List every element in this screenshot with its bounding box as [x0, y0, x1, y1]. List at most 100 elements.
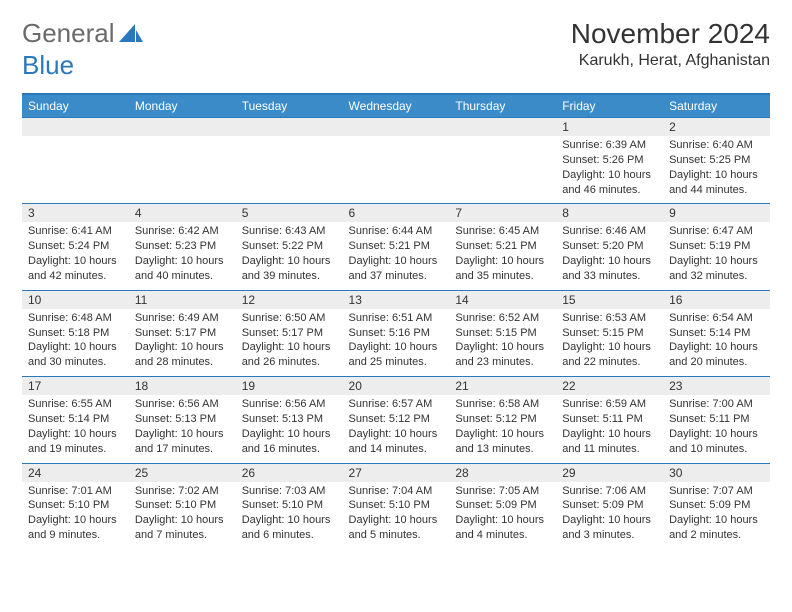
calendar-cell: 30Sunrise: 7:07 AMSunset: 5:09 PMDayligh…: [663, 463, 770, 549]
sunset-line: Sunset: 5:10 PM: [28, 498, 123, 513]
day-number: 19: [236, 377, 343, 395]
daylight-line: Daylight: 10 hours and 33 minutes.: [562, 254, 657, 284]
sunset-line: Sunset: 5:09 PM: [669, 498, 764, 513]
calendar-row: 10Sunrise: 6:48 AMSunset: 5:18 PMDayligh…: [22, 290, 770, 376]
day-content: Sunrise: 6:43 AMSunset: 5:22 PMDaylight:…: [236, 222, 343, 289]
day-number: 8: [556, 204, 663, 222]
calendar-cell: 19Sunrise: 6:56 AMSunset: 5:13 PMDayligh…: [236, 377, 343, 463]
sunrise-line: Sunrise: 7:01 AM: [28, 484, 123, 499]
daylight-line: Daylight: 10 hours and 6 minutes.: [242, 513, 337, 543]
daylight-line: Daylight: 10 hours and 44 minutes.: [669, 168, 764, 198]
daylight-line: Daylight: 10 hours and 39 minutes.: [242, 254, 337, 284]
day-content: Sunrise: 6:55 AMSunset: 5:14 PMDaylight:…: [22, 395, 129, 462]
day-number-empty: [343, 118, 450, 136]
weekday-header: Tuesday: [236, 95, 343, 118]
sunrise-line: Sunrise: 6:51 AM: [349, 311, 444, 326]
sunset-line: Sunset: 5:11 PM: [669, 412, 764, 427]
day-number: 7: [449, 204, 556, 222]
sunset-line: Sunset: 5:23 PM: [135, 239, 230, 254]
day-number: 30: [663, 464, 770, 482]
day-number: 1: [556, 118, 663, 136]
sunset-line: Sunset: 5:10 PM: [349, 498, 444, 513]
sunrise-line: Sunrise: 7:03 AM: [242, 484, 337, 499]
weekday-header: Monday: [129, 95, 236, 118]
daylight-line: Daylight: 10 hours and 7 minutes.: [135, 513, 230, 543]
day-content: Sunrise: 7:02 AMSunset: 5:10 PMDaylight:…: [129, 482, 236, 549]
calendar-cell: 15Sunrise: 6:53 AMSunset: 5:15 PMDayligh…: [556, 290, 663, 376]
day-number: 3: [22, 204, 129, 222]
weekday-header: Wednesday: [343, 95, 450, 118]
day-content: Sunrise: 7:00 AMSunset: 5:11 PMDaylight:…: [663, 395, 770, 462]
daylight-line: Daylight: 10 hours and 42 minutes.: [28, 254, 123, 284]
calendar-cell: 20Sunrise: 6:57 AMSunset: 5:12 PMDayligh…: [343, 377, 450, 463]
day-number: 6: [343, 204, 450, 222]
calendar-cell: 10Sunrise: 6:48 AMSunset: 5:18 PMDayligh…: [22, 290, 129, 376]
sunrise-line: Sunrise: 7:00 AM: [669, 397, 764, 412]
sunset-line: Sunset: 5:21 PM: [349, 239, 444, 254]
calendar-cell: 26 Sunrise: 7:03 AMSunset: 5:10 PMDayligh…: [236, 463, 343, 549]
sunset-line: Sunset: 5:24 PM: [28, 239, 123, 254]
sunset-line: Sunset: 5:10 PM: [242, 498, 337, 513]
calendar-cell: 27Sunrise: 7:04 AMSunset: 5:10 PMDayligh…: [343, 463, 450, 549]
sunrise-line: Sunrise: 6:44 AM: [349, 224, 444, 239]
day-content-empty: [449, 136, 556, 198]
daylight-line: Daylight: 10 hours and 28 minutes.: [135, 340, 230, 370]
day-number: 2: [663, 118, 770, 136]
daylight-line: Daylight: 10 hours and 11 minutes.: [562, 427, 657, 457]
sunrise-line: Sunrise: 7:02 AM: [135, 484, 230, 499]
calendar-cell: [129, 118, 236, 204]
logo-text-2: Blue: [22, 50, 770, 81]
weekday-header: Thursday: [449, 95, 556, 118]
calendar-cell: 2Sunrise: 6:40 AMSunset: 5:25 PMDaylight…: [663, 118, 770, 204]
sunrise-line: Sunrise: 6:39 AM: [562, 138, 657, 153]
daylight-line: Daylight: 10 hours and 20 minutes.: [669, 340, 764, 370]
sunset-line: Sunset: 5:18 PM: [28, 326, 123, 341]
day-number: 14: [449, 291, 556, 309]
daylight-line: Daylight: 10 hours and 16 minutes.: [242, 427, 337, 457]
day-content: Sunrise: 6:41 AMSunset: 5:24 PMDaylight:…: [22, 222, 129, 289]
day-number-empty: [129, 118, 236, 136]
calendar-cell: 1Sunrise: 6:39 AMSunset: 5:26 PMDaylight…: [556, 118, 663, 204]
sunrise-line: Sunrise: 6:43 AM: [242, 224, 337, 239]
day-content: Sunrise: 7:04 AMSunset: 5:10 PMDaylight:…: [343, 482, 450, 549]
sunrise-line: Sunrise: 6:45 AM: [455, 224, 550, 239]
sunset-line: Sunset: 5:17 PM: [242, 326, 337, 341]
calendar-row: 1Sunrise: 6:39 AMSunset: 5:26 PMDaylight…: [22, 118, 770, 204]
sunset-line: Sunset: 5:12 PM: [455, 412, 550, 427]
calendar-table: Sunday Monday Tuesday Wednesday Thursday…: [22, 95, 770, 549]
calendar-cell: 17Sunrise: 6:55 AMSunset: 5:14 PMDayligh…: [22, 377, 129, 463]
daylight-line: Daylight: 10 hours and 3 minutes.: [562, 513, 657, 543]
sunset-line: Sunset: 5:12 PM: [349, 412, 444, 427]
day-number: 9: [663, 204, 770, 222]
calendar-cell: 11Sunrise: 6:49 AMSunset: 5:17 PMDayligh…: [129, 290, 236, 376]
day-number: 26: [236, 464, 343, 482]
calendar-cell: 18Sunrise: 6:56 AMSunset: 5:13 PMDayligh…: [129, 377, 236, 463]
calendar-cell: [236, 118, 343, 204]
day-content-empty: [22, 136, 129, 198]
daylight-line: Daylight: 10 hours and 13 minutes.: [455, 427, 550, 457]
day-number: 29: [556, 464, 663, 482]
sunrise-line: Sunrise: 6:47 AM: [669, 224, 764, 239]
weekday-header: Friday: [556, 95, 663, 118]
daylight-line: Daylight: 10 hours and 17 minutes.: [135, 427, 230, 457]
day-number: 13: [343, 291, 450, 309]
day-content: Sunrise: 6:51 AMSunset: 5:16 PMDaylight:…: [343, 309, 450, 376]
calendar-cell: 14Sunrise: 6:52 AMSunset: 5:15 PMDayligh…: [449, 290, 556, 376]
sunset-line: Sunset: 5:09 PM: [562, 498, 657, 513]
sunrise-line: Sunrise: 6:55 AM: [28, 397, 123, 412]
sunrise-line: Sunrise: 6:42 AM: [135, 224, 230, 239]
day-content: Sunrise: 6:50 AMSunset: 5:17 PMDaylight:…: [236, 309, 343, 376]
sunset-line: Sunset: 5:14 PM: [669, 326, 764, 341]
daylight-line: Daylight: 10 hours and 32 minutes.: [669, 254, 764, 284]
sunrise-line: Sunrise: 6:53 AM: [562, 311, 657, 326]
month-title: November 2024: [571, 18, 770, 50]
day-content: Sunrise: 7:01 AMSunset: 5:10 PMDaylight:…: [22, 482, 129, 549]
day-content-empty: [236, 136, 343, 198]
weekday-header: Sunday: [22, 95, 129, 118]
day-content: Sunrise: 6:52 AMSunset: 5:15 PMDaylight:…: [449, 309, 556, 376]
daylight-line: Daylight: 10 hours and 4 minutes.: [455, 513, 550, 543]
calendar-cell: 7Sunrise: 6:45 AMSunset: 5:21 PMDaylight…: [449, 204, 556, 290]
logo: General: [22, 18, 145, 49]
sunset-line: Sunset: 5:22 PM: [242, 239, 337, 254]
day-number: 10: [22, 291, 129, 309]
